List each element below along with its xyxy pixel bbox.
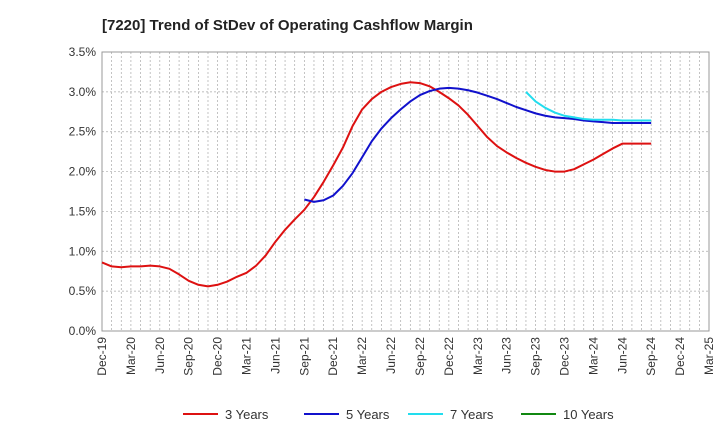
legend-label: 3 Years [225, 407, 269, 422]
x-tick-label: Mar-20 [124, 337, 138, 375]
y-tick-label: 2.5% [69, 125, 97, 139]
legend-label: 10 Years [563, 407, 614, 422]
series-line-5-years [304, 86, 652, 203]
legend-label: 7 Years [450, 407, 494, 422]
x-tick-label: Dec-24 [673, 337, 687, 376]
x-tick-label: Mar-21 [240, 337, 254, 375]
legend-label: 5 Years [346, 407, 390, 422]
grid [101, 51, 710, 332]
x-tick-label: Mar-24 [586, 337, 600, 375]
x-tick-label: Mar-23 [471, 337, 485, 375]
y-tick-label: 2.0% [69, 165, 97, 179]
x-tick-label: Dec-23 [557, 337, 571, 376]
x-tick-label: Sep-20 [182, 337, 196, 376]
x-tick-label: Jun-21 [268, 337, 282, 374]
y-tick-label: 3.0% [69, 85, 97, 99]
series-line-3-years [101, 81, 652, 288]
x-tick-label: Jun-23 [500, 337, 514, 374]
x-tick-label: Dec-20 [211, 337, 225, 376]
y-tick-label: 1.0% [69, 244, 97, 258]
chart-title: [7220] Trend of StDev of Operating Cashf… [102, 17, 473, 34]
x-tick-label: Sep-21 [297, 337, 311, 376]
series-line-7-years [525, 91, 652, 122]
y-tick-label: 1.5% [69, 204, 97, 218]
x-tick-label: Sep-24 [644, 337, 658, 376]
y-tick-label: 0.5% [69, 284, 97, 298]
y-axis-ticks: 0.0% 0.5% 1.0% 1.5% 2.0% 2.5% 3.0% 3.5% [69, 45, 97, 338]
y-tick-label: 3.5% [69, 45, 97, 59]
x-tick-label: Dec-22 [442, 337, 456, 376]
x-tick-label: Jun-24 [615, 337, 629, 374]
x-tick-label: Dec-19 [95, 337, 109, 376]
series-layer [101, 81, 652, 288]
x-tick-label: Dec-21 [326, 337, 340, 376]
x-tick-label: Sep-23 [529, 337, 543, 376]
x-tick-label: Mar-22 [355, 337, 369, 375]
x-tick-label: Jun-20 [153, 337, 167, 374]
x-tick-label: Mar-25 [702, 337, 716, 375]
x-tick-label: Jun-22 [384, 337, 398, 374]
plot-area [101, 51, 710, 332]
y-tick-label: 0.0% [69, 324, 97, 338]
x-tick-label: Sep-22 [413, 337, 427, 376]
x-axis-ticks: Dec-19 Mar-20 Jun-20 Sep-20 Dec-20 Mar-21 Jun-… [95, 337, 716, 376]
legend: 3 Years 5 Years 7 Years 10 Years [183, 407, 614, 422]
